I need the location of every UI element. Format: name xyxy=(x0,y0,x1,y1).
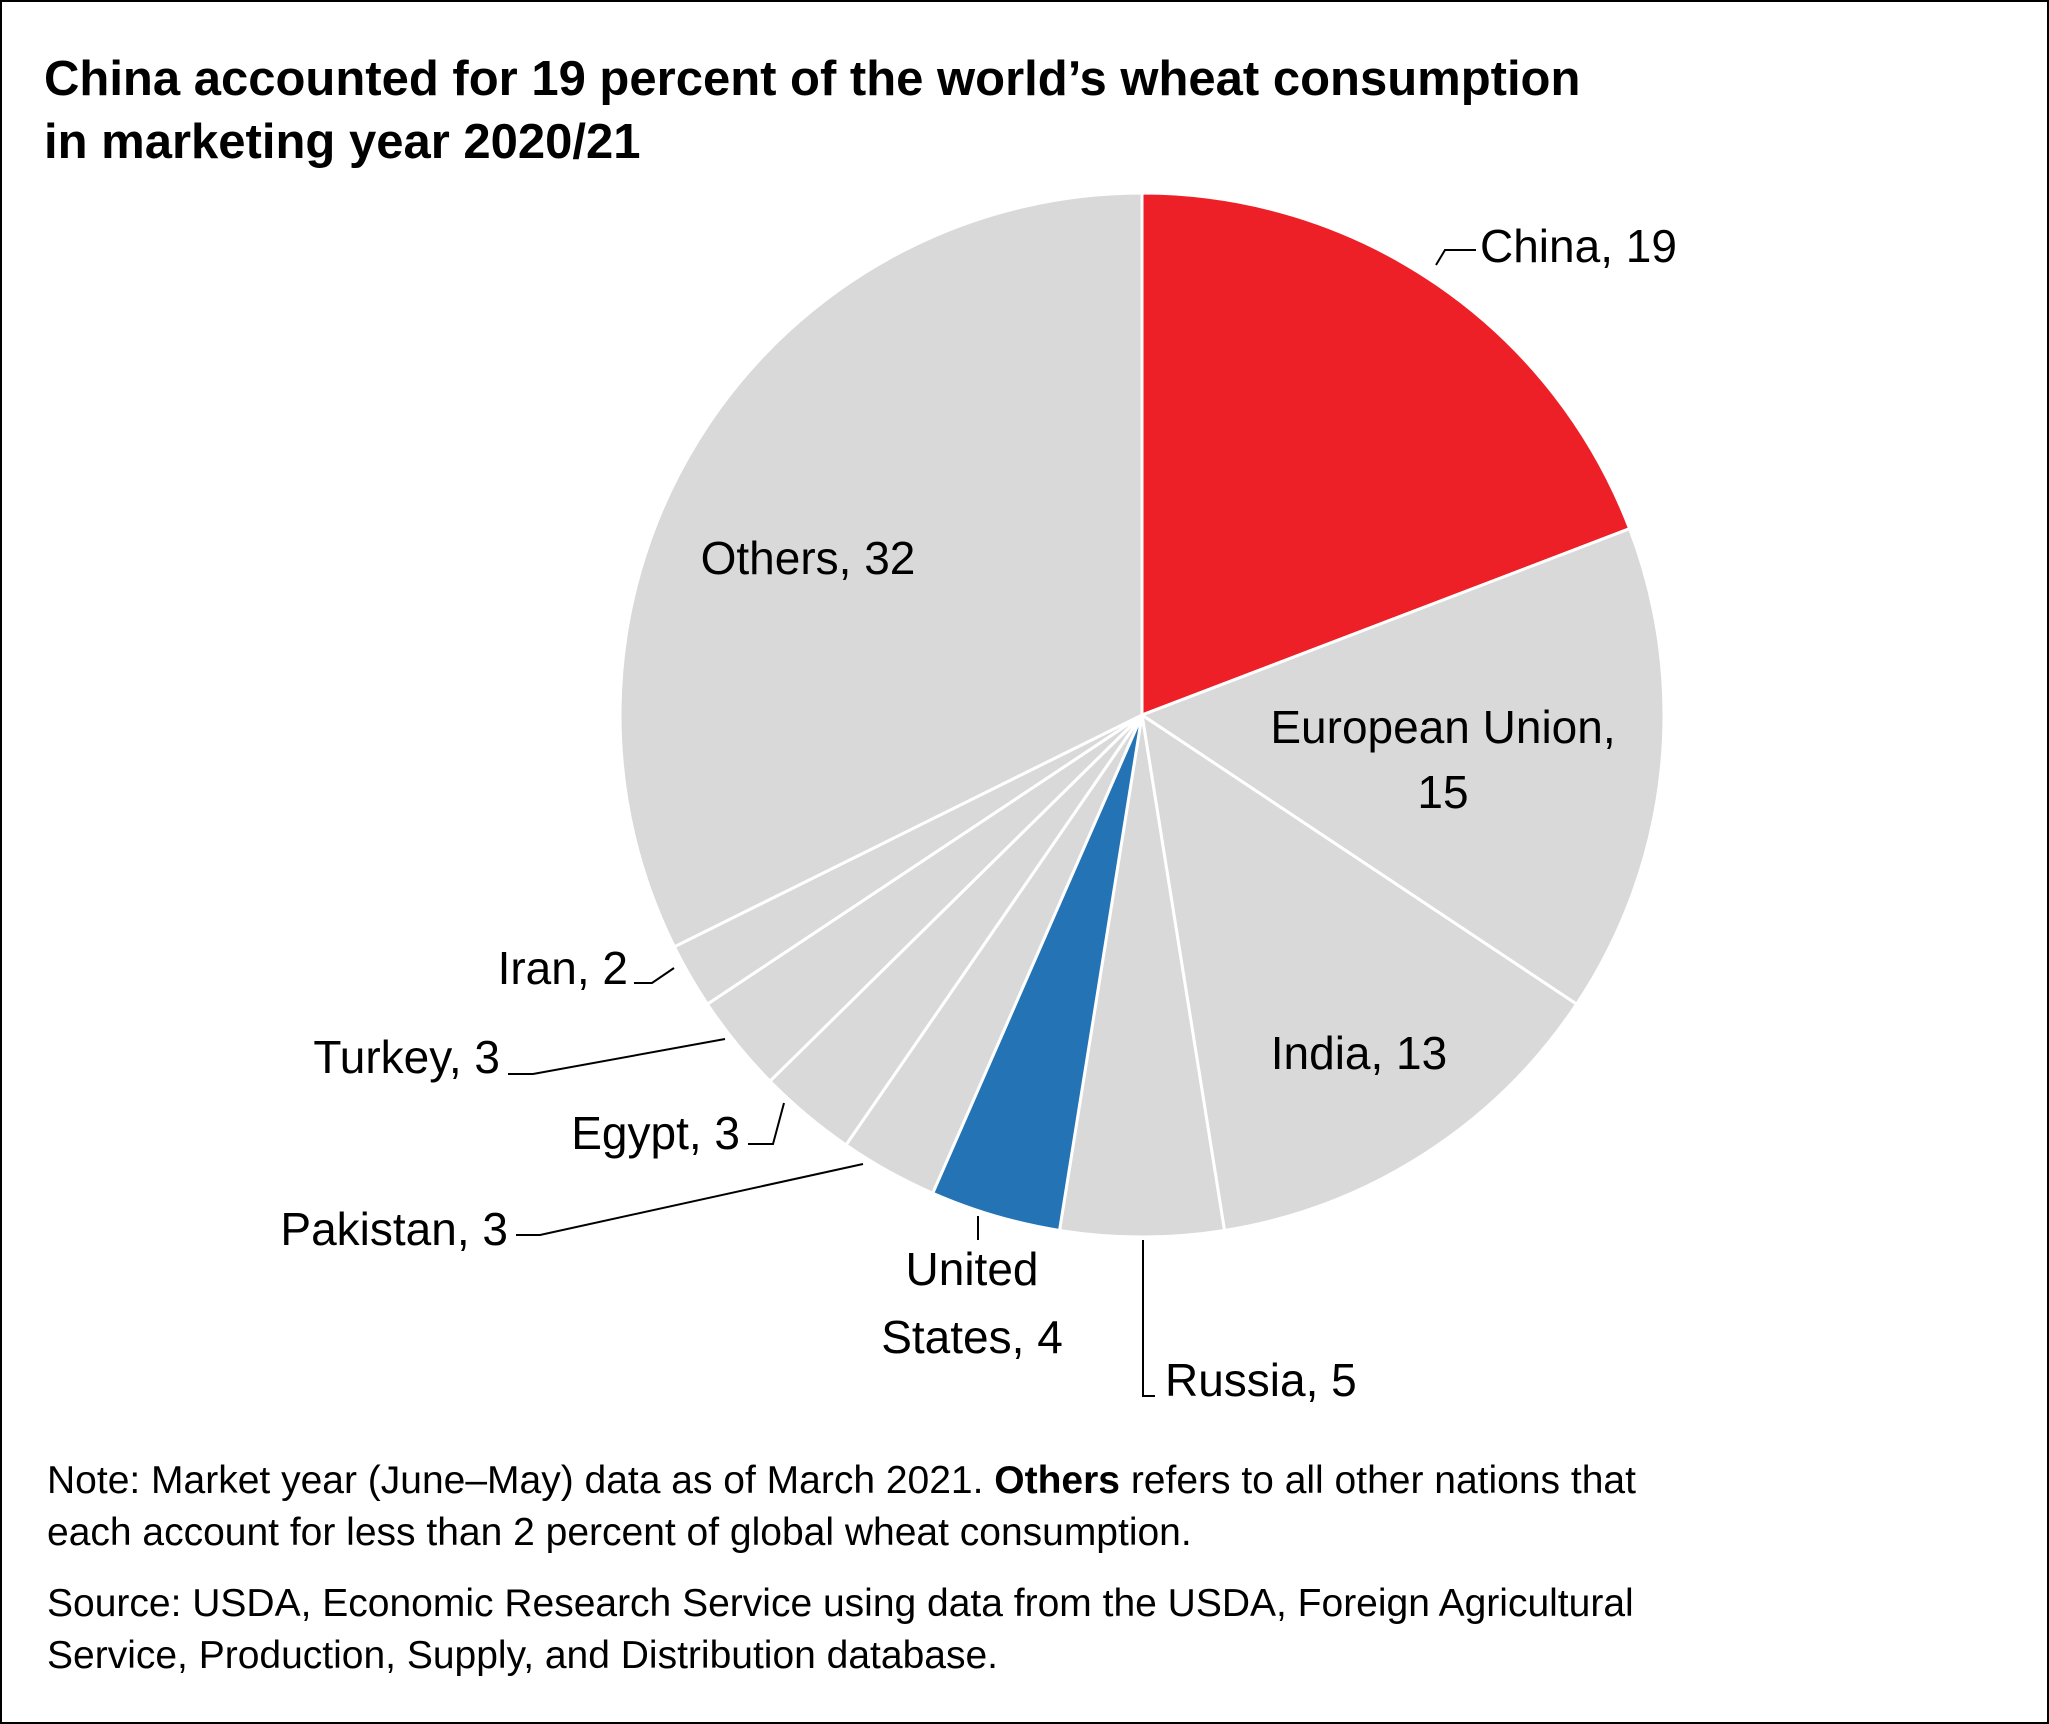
data-label-pakistan: Pakistan, 3 xyxy=(280,1203,508,1255)
chart-title-line-1: China accounted for 19 percent of the wo… xyxy=(44,52,1581,106)
data-label-egypt: Egypt, 3 xyxy=(571,1107,740,1159)
data-label-others: Others, 32 xyxy=(701,532,916,584)
chart-note: Note: Market year (June–May) data as of … xyxy=(47,1455,2007,1559)
data-label-iran: Iran, 2 xyxy=(498,942,628,994)
source-line-1: Source: USDA, Economic Research Service … xyxy=(47,1582,1634,1625)
pie-slice-others xyxy=(618,191,1144,949)
leader-line-turkey xyxy=(508,1038,726,1075)
chart-source: Source: USDA, Economic Research Service … xyxy=(47,1578,2007,1682)
data-label-china: China, 19 xyxy=(1480,220,1677,272)
pie-slice-india xyxy=(1140,713,1579,1232)
source-line-2: Service, Production, Supply, and Distrib… xyxy=(47,1634,998,1677)
leader-line-pakistan xyxy=(516,1163,864,1236)
data-label-united-states-line-2: States, 4 xyxy=(881,1311,1063,1363)
note-line-2: each account for less than 2 percent of … xyxy=(47,1511,1192,1554)
chart-title: China accounted for 19 percent of the wo… xyxy=(44,48,2004,174)
leader-line-iran xyxy=(634,967,675,984)
note-bold-term: Others xyxy=(994,1459,1120,1502)
note-line-1: Note: Market year (June–May) data as of … xyxy=(47,1455,2007,1507)
chart-title-line-2: in marketing year 2020/21 xyxy=(44,115,641,169)
data-label-united-states-line-1: United xyxy=(906,1243,1039,1295)
data-label-turkey: Turkey, 3 xyxy=(313,1031,500,1083)
data-label-russia: Russia, 5 xyxy=(1165,1354,1357,1406)
pie-chart: China, 19 European Union, 15 India, 13 Russi… xyxy=(280,191,1677,1406)
pie-slice-russia xyxy=(1058,713,1226,1239)
data-label-european-union-line-2: 15 xyxy=(1417,766,1468,818)
leader-line-china xyxy=(1435,249,1476,266)
note-suffix: refers to all other nations that xyxy=(1119,1459,1636,1502)
leader-line-egypt xyxy=(748,1102,785,1145)
pie-slice-china xyxy=(1140,191,1632,717)
note-prefix: Note: Market year (June–May) data as of … xyxy=(47,1459,995,1502)
leader-line-russia xyxy=(1142,1240,1155,1397)
data-label-european-union-line-1: European Union, xyxy=(1270,701,1615,753)
pie-slice-european-union xyxy=(1140,527,1666,1006)
data-label-india: India, 13 xyxy=(1271,1027,1447,1079)
